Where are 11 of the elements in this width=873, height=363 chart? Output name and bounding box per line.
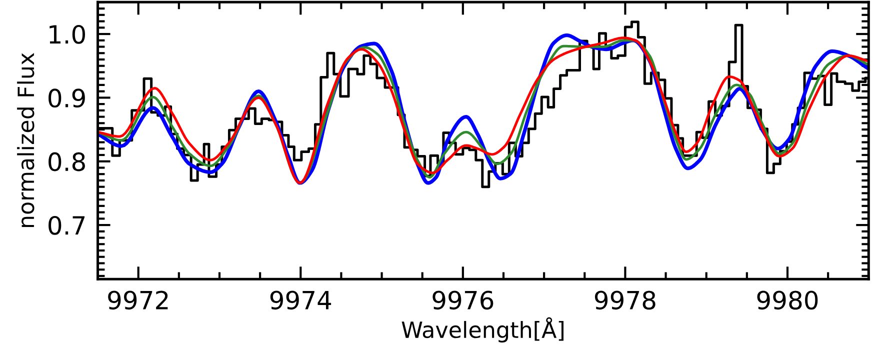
y-tick-label: 0.7 <box>48 216 85 235</box>
y-tick-label: 0.8 <box>48 152 85 172</box>
x-axis-title: Wavelength[Å] <box>402 317 564 342</box>
x-tick-label: 9978 <box>594 290 656 310</box>
x-tick-label: 9980 <box>757 290 818 310</box>
x-tick-label: 9976 <box>432 290 494 310</box>
y-tick-label: 0.9 <box>48 88 85 108</box>
x-tick-label: 9974 <box>270 290 332 310</box>
y-tick-label: 1.0 <box>50 24 86 44</box>
y-axis-title: normalized Flux <box>17 53 34 228</box>
x-tick-label: 9972 <box>108 290 168 310</box>
